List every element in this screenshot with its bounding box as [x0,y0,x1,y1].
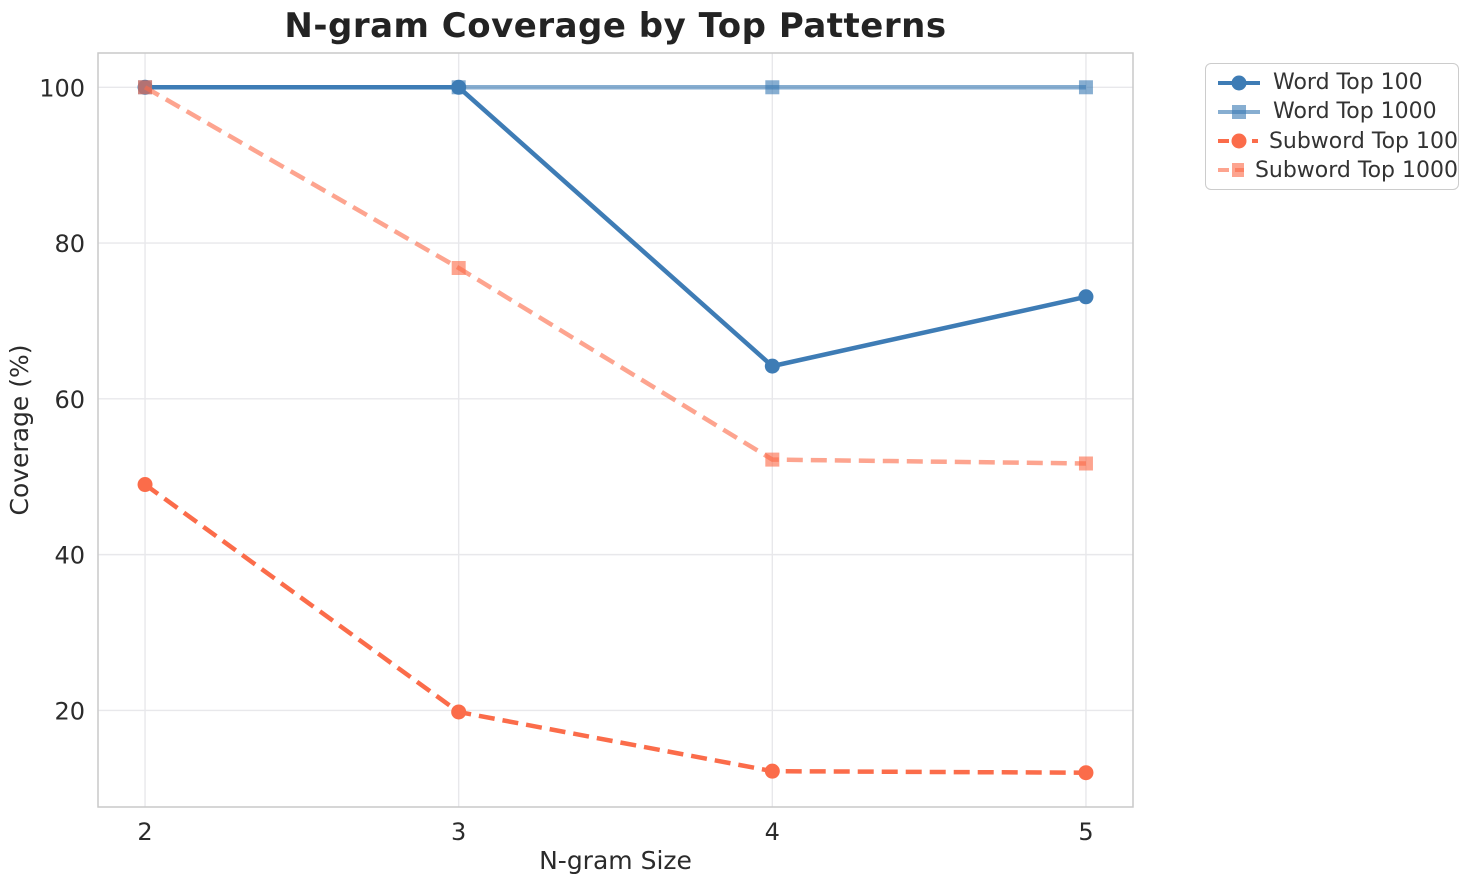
marker-subword-top-100 [137,477,153,493]
legend-item-word-top-100: Word Top 100 [1216,70,1458,95]
legend-label: Word Top 100 [1273,70,1423,96]
marker-subword-top-1000 [451,260,466,275]
legend-marker [1231,133,1247,149]
x-axis-label: N-gram Size [539,846,692,875]
y-tick-label: 80 [54,230,85,258]
marker-word-top-1000 [451,80,466,95]
legend-marker [1231,75,1247,91]
legend-item-word-top-1000: Word Top 1000 [1216,99,1458,124]
marker-word-top-1000 [765,80,780,95]
x-tick-label: 2 [137,818,152,846]
series-line-subword-top-1000 [143,85,1086,466]
legend-label: Subword Top 100 [1268,128,1458,154]
marker-subword-top-100 [764,763,780,779]
legend-sample-subword-top-1000 [1218,163,1244,178]
marker-word-top-100 [764,358,780,374]
y-tick-label: 20 [54,697,85,725]
y-tick-label: 40 [54,542,85,570]
legend-label: Subword Top 1000 [1254,157,1458,183]
series-line-subword-top-100 [143,482,1086,775]
marker-subword-top-100 [451,704,467,720]
marker-subword-top-1000 [1078,456,1093,471]
y-tick-label: 100 [39,74,85,102]
legend-marker [1232,104,1246,119]
legend-sample-word-top-100 [1218,75,1260,91]
marker-subword-top-100 [1078,765,1094,781]
legend-marker [1232,163,1244,178]
legend-sample-word-top-1000 [1218,104,1260,119]
marker-word-top-100 [1078,289,1094,305]
legend-item-subword-top-100: Subword Top 100 [1216,129,1458,154]
x-tick-label: 5 [1078,818,1093,846]
legend-label: Word Top 1000 [1273,99,1437,125]
marker-subword-top-1000 [765,452,780,467]
marker-subword-top-1000 [138,80,153,95]
chart-title: N-gram Coverage by Top Patterns [284,6,947,46]
marker-word-top-1000 [1078,80,1093,95]
plot-frame [97,52,1134,808]
legend: Word Top 100 Word Top 1000 Subword Top 100… [1205,63,1459,190]
x-tick-label: 4 [765,818,780,846]
x-tick-label: 3 [451,818,466,846]
legend-item-subword-top-1000: Subword Top 1000 [1216,158,1458,183]
series-line-word-top-100 [145,85,1087,369]
legend-sample-subword-top-100 [1218,133,1258,149]
y-tick-label: 60 [54,386,85,414]
